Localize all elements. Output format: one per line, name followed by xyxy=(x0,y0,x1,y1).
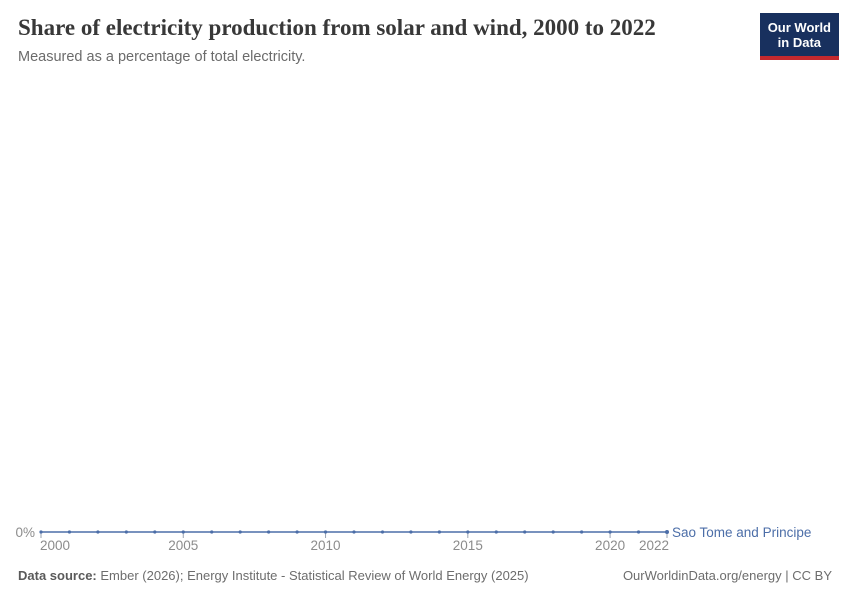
chart-title: Share of electricity production from sol… xyxy=(18,15,656,40)
data-point-marker xyxy=(124,530,128,534)
x-axis-label-2020: 2020 xyxy=(595,538,626,553)
data-point-marker xyxy=(437,530,441,534)
data-point-marker xyxy=(636,530,641,534)
data-point-marker xyxy=(67,530,72,534)
footer-license-link[interactable]: OurWorldinData.org/energy | CC BY xyxy=(622,568,832,583)
data-point-marker xyxy=(238,530,242,534)
data-point-marker xyxy=(352,530,356,534)
chart-footer: Data source: Ember (2026); Energy Instit… xyxy=(18,568,832,583)
logo-line-2: in Data xyxy=(777,35,822,51)
data-point-marker xyxy=(39,530,43,534)
data-point-marker xyxy=(523,530,527,534)
data-point-marker xyxy=(153,530,157,534)
data-point-marker xyxy=(409,530,413,534)
data-point-marker xyxy=(608,530,612,534)
series-line-svg xyxy=(39,530,669,538)
chart-header: Share of electricity production from sol… xyxy=(18,14,738,65)
x-axis-label-2010: 2010 xyxy=(310,538,341,553)
plot-area: 0% Sao Tome and Principe 2000 2005 2010 201… xyxy=(0,519,850,559)
data-point-marker xyxy=(210,530,214,534)
x-axis-label-2005: 2005 xyxy=(168,538,199,553)
entity-label[interactable]: Sao Tome and Principe xyxy=(672,525,812,540)
logo-line-1: Our World xyxy=(767,20,831,35)
data-point-marker xyxy=(551,530,555,534)
data-source-label: Data source: xyxy=(18,568,97,583)
data-point-marker xyxy=(380,530,385,534)
data-source-text: Ember (2026); Energy Institute - Statist… xyxy=(100,568,529,583)
x-axis-label-2022: 2022 xyxy=(638,538,669,553)
data-point-marker xyxy=(580,530,584,534)
owid-logo: Our World in Data xyxy=(759,13,839,60)
x-axis-label-2015: 2015 xyxy=(452,538,483,553)
data-point-marker xyxy=(267,530,271,534)
data-point-marker xyxy=(665,530,669,534)
data-point-marker xyxy=(466,530,470,534)
data-point-marker xyxy=(323,530,328,534)
data-point-marker xyxy=(494,530,498,534)
chart-subtitle: Measured as a percentage of total electr… xyxy=(18,48,306,65)
data-point-marker xyxy=(295,530,299,534)
data-source: Data source: Ember (2026); Energy Instit… xyxy=(18,568,529,583)
data-point-marker xyxy=(96,530,100,534)
data-point-marker xyxy=(181,530,185,534)
y-axis-zero-label: 0% xyxy=(15,525,35,540)
x-axis-label-2000: 2000 xyxy=(40,538,71,553)
